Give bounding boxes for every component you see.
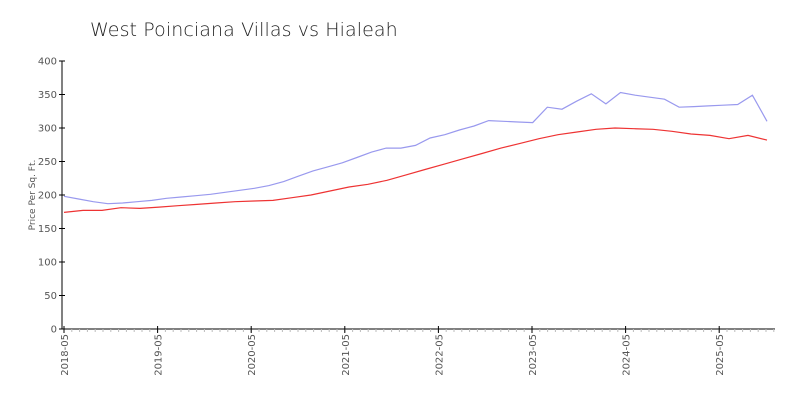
x-tick-label: 2020-05 bbox=[247, 334, 258, 376]
series-line-hialeah bbox=[63, 127, 768, 213]
y-tick-label: 400 bbox=[38, 57, 57, 68]
x-tick-label: 2019-05 bbox=[154, 334, 165, 376]
y-tick-label: 350 bbox=[38, 90, 57, 101]
chart-title: West Poinciana Villas vs Hialeah bbox=[90, 19, 398, 41]
x-tick-label: 2024-05 bbox=[622, 334, 633, 376]
x-tick-label: 2025-05 bbox=[715, 334, 726, 376]
y-tick-label: 150 bbox=[38, 224, 57, 235]
y-tick-label: 300 bbox=[38, 124, 57, 135]
x-tick-label: 2018-05 bbox=[60, 334, 71, 376]
y-tick-label: 200 bbox=[38, 191, 57, 202]
y-tick-label: 50 bbox=[44, 291, 57, 302]
y-axis-label: Price Per Sq. Ft. bbox=[28, 160, 38, 231]
y-tick-label: 100 bbox=[38, 258, 57, 269]
x-tick-label: 2023-05 bbox=[528, 334, 539, 376]
x-tick-label: 2022-05 bbox=[434, 334, 445, 376]
y-tick-label: 250 bbox=[38, 157, 57, 168]
series-line-west-poinciana-villas bbox=[63, 91, 768, 205]
y-tick-label: 0 bbox=[51, 325, 57, 336]
x-tick-label: 2021-05 bbox=[341, 334, 352, 376]
